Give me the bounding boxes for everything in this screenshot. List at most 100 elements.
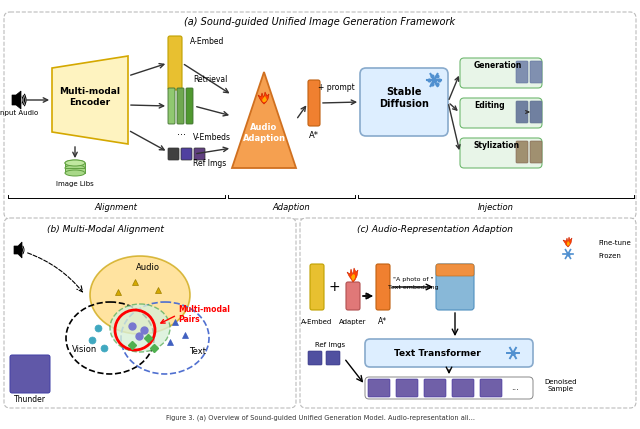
Text: A*: A* — [378, 317, 388, 326]
Text: (a) Sound-guided Unified Image Generation Framework: (a) Sound-guided Unified Image Generatio… — [184, 17, 456, 27]
FancyBboxPatch shape — [310, 264, 324, 310]
FancyBboxPatch shape — [365, 339, 533, 367]
Text: ...: ... — [177, 127, 186, 137]
Text: "A photo of ": "A photo of " — [393, 278, 433, 283]
FancyBboxPatch shape — [10, 355, 50, 393]
FancyArrowPatch shape — [73, 147, 77, 157]
Text: (b) Multi-Modal Alignment: (b) Multi-Modal Alignment — [47, 224, 163, 233]
Text: +: + — [328, 280, 340, 294]
FancyBboxPatch shape — [326, 351, 340, 365]
FancyBboxPatch shape — [436, 264, 474, 310]
Polygon shape — [351, 274, 355, 281]
Text: Thunder: Thunder — [14, 396, 46, 405]
Polygon shape — [232, 72, 296, 168]
Text: Vision: Vision — [72, 345, 98, 354]
Polygon shape — [14, 242, 22, 258]
Text: Image Libs: Image Libs — [56, 181, 94, 187]
FancyBboxPatch shape — [424, 379, 446, 397]
FancyBboxPatch shape — [360, 68, 448, 136]
FancyBboxPatch shape — [530, 141, 542, 163]
Polygon shape — [262, 96, 267, 102]
FancyBboxPatch shape — [460, 58, 542, 88]
FancyBboxPatch shape — [168, 36, 182, 90]
Text: A-Embed: A-Embed — [190, 37, 225, 46]
Ellipse shape — [65, 160, 85, 166]
FancyBboxPatch shape — [365, 377, 533, 399]
Bar — [65, 163, 85, 168]
Polygon shape — [347, 268, 358, 282]
Text: ...: ... — [511, 384, 519, 393]
Ellipse shape — [65, 160, 85, 166]
FancyBboxPatch shape — [436, 264, 474, 276]
Text: Stable
Diffusion: Stable Diffusion — [379, 87, 429, 109]
Text: Multi-modal: Multi-modal — [178, 305, 230, 314]
Ellipse shape — [65, 170, 85, 176]
Text: (c) Audio-Representation Adaption: (c) Audio-Representation Adaption — [357, 224, 513, 233]
Text: Multi-modal
Encoder: Multi-modal Encoder — [60, 87, 120, 107]
FancyBboxPatch shape — [346, 282, 360, 310]
Bar — [65, 168, 85, 173]
FancyBboxPatch shape — [168, 148, 179, 160]
FancyArrowPatch shape — [184, 64, 228, 93]
FancyBboxPatch shape — [4, 12, 636, 219]
FancyArrowPatch shape — [27, 98, 47, 102]
Polygon shape — [52, 56, 128, 144]
FancyBboxPatch shape — [530, 101, 542, 123]
FancyBboxPatch shape — [460, 138, 542, 168]
Text: Figure 3. (a) Overview of Sound-guided Unified Generation Model. Audio-represent: Figure 3. (a) Overview of Sound-guided U… — [166, 415, 474, 421]
FancyArrowPatch shape — [196, 107, 228, 116]
FancyBboxPatch shape — [480, 379, 502, 397]
FancyBboxPatch shape — [368, 379, 390, 397]
Text: + prompt: + prompt — [317, 82, 355, 91]
Text: Frozen: Frozen — [598, 253, 621, 259]
Text: A*: A* — [309, 132, 319, 141]
FancyArrowPatch shape — [298, 106, 305, 118]
FancyArrowPatch shape — [131, 103, 164, 108]
FancyBboxPatch shape — [308, 351, 322, 365]
Text: Adaption: Adaption — [272, 202, 310, 211]
FancyArrowPatch shape — [525, 111, 529, 113]
Ellipse shape — [65, 165, 85, 171]
Text: Generation: Generation — [474, 61, 522, 70]
Text: Injection: Injection — [478, 202, 514, 211]
FancyBboxPatch shape — [516, 101, 528, 123]
FancyBboxPatch shape — [376, 264, 390, 310]
FancyArrowPatch shape — [449, 105, 460, 149]
FancyBboxPatch shape — [194, 148, 205, 160]
Text: A-Embed: A-Embed — [301, 319, 333, 325]
Text: Ref Imgs: Ref Imgs — [315, 342, 345, 348]
Text: Pairs: Pairs — [178, 315, 200, 324]
Text: Stylization: Stylization — [474, 142, 520, 151]
Text: Denoised
Sample: Denoised Sample — [545, 378, 577, 392]
FancyBboxPatch shape — [308, 80, 320, 126]
Text: Adapter: Adapter — [339, 319, 367, 325]
Polygon shape — [12, 91, 21, 109]
FancyArrowPatch shape — [131, 131, 164, 150]
Text: Alignment: Alignment — [95, 202, 138, 211]
FancyBboxPatch shape — [186, 88, 193, 124]
FancyBboxPatch shape — [516, 61, 528, 83]
Text: Ref Imgs: Ref Imgs — [193, 160, 227, 169]
Text: Fine-tune: Fine-tune — [598, 240, 631, 246]
FancyBboxPatch shape — [396, 379, 418, 397]
Text: Input Audio: Input Audio — [0, 110, 38, 116]
Polygon shape — [567, 241, 570, 246]
Polygon shape — [258, 92, 269, 104]
Text: V-Embeds: V-Embeds — [193, 133, 231, 142]
FancyBboxPatch shape — [10, 355, 50, 393]
FancyBboxPatch shape — [300, 218, 636, 408]
Ellipse shape — [110, 304, 170, 352]
FancyArrowPatch shape — [161, 316, 175, 323]
Text: Text: Text — [189, 347, 207, 356]
FancyBboxPatch shape — [177, 88, 184, 124]
Text: Editing: Editing — [474, 102, 504, 111]
FancyBboxPatch shape — [530, 61, 542, 83]
FancyArrowPatch shape — [364, 294, 371, 298]
FancyBboxPatch shape — [168, 88, 175, 124]
FancyArrowPatch shape — [131, 63, 164, 75]
Text: Audio: Audio — [136, 263, 160, 272]
Ellipse shape — [90, 256, 190, 334]
FancyArrowPatch shape — [450, 104, 457, 110]
Text: Audio
Adaption: Audio Adaption — [243, 123, 285, 143]
FancyBboxPatch shape — [516, 141, 528, 163]
